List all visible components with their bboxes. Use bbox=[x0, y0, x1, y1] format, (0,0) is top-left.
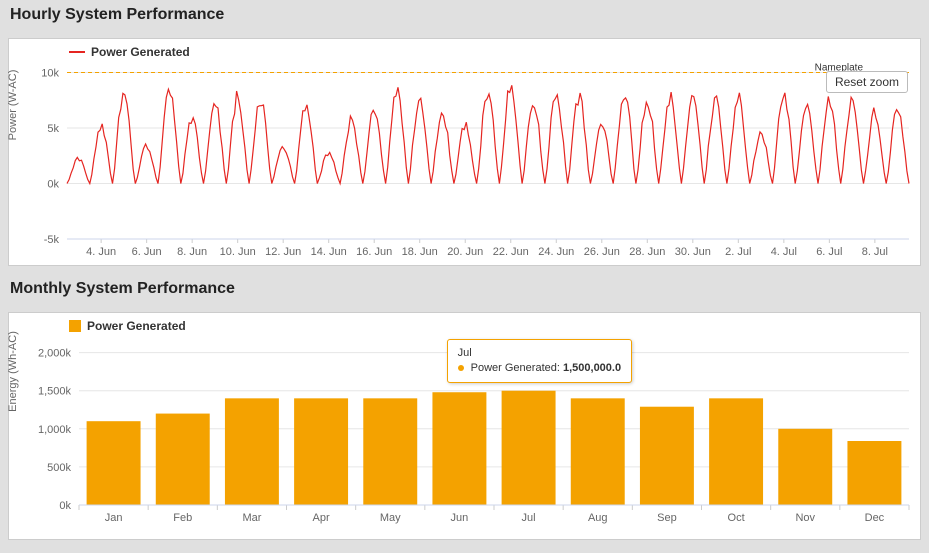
hourly-y-axis-label: Power (W-AC) bbox=[7, 70, 19, 141]
svg-text:30. Jun: 30. Jun bbox=[675, 246, 711, 258]
svg-text:Jan: Jan bbox=[105, 512, 123, 524]
svg-text:10. Jun: 10. Jun bbox=[220, 246, 256, 258]
legend-square-icon bbox=[69, 320, 81, 332]
svg-text:2,000k: 2,000k bbox=[38, 348, 72, 360]
svg-text:0k: 0k bbox=[47, 179, 59, 191]
svg-text:24. Jun: 24. Jun bbox=[538, 246, 574, 258]
svg-text:26. Jun: 26. Jun bbox=[584, 246, 620, 258]
svg-text:500k: 500k bbox=[47, 462, 71, 474]
svg-text:Feb: Feb bbox=[173, 512, 192, 524]
hourly-title: Hourly System Performance bbox=[0, 0, 929, 30]
hourly-legend-label: Power Generated bbox=[91, 45, 190, 59]
svg-text:22. Jun: 22. Jun bbox=[493, 246, 529, 258]
svg-text:8. Jul: 8. Jul bbox=[862, 246, 888, 258]
svg-text:14. Jun: 14. Jun bbox=[311, 246, 347, 258]
svg-text:Jun: Jun bbox=[451, 512, 469, 524]
svg-text:Sep: Sep bbox=[657, 512, 677, 524]
svg-text:Dec: Dec bbox=[865, 512, 885, 524]
svg-text:5k: 5k bbox=[47, 123, 59, 135]
svg-text:18. Jun: 18. Jun bbox=[402, 246, 438, 258]
monthly-title: Monthly System Performance bbox=[0, 274, 929, 304]
svg-text:Aug: Aug bbox=[588, 512, 608, 524]
svg-text:10k: 10k bbox=[41, 68, 59, 80]
legend-line-icon bbox=[69, 51, 85, 53]
svg-text:0k: 0k bbox=[59, 500, 71, 512]
svg-text:Nov: Nov bbox=[795, 512, 815, 524]
svg-text:28. Jun: 28. Jun bbox=[629, 246, 665, 258]
svg-text:May: May bbox=[380, 512, 401, 524]
hourly-chart: Power Generated Power (W-AC) Reset zoom … bbox=[9, 39, 920, 265]
monthly-chart: Power Generated Energy (Wh-AC) 0k 500k 1,0… bbox=[9, 313, 920, 539]
monthly-svg: 0k 500k 1,000k 1,500k 2,000k Jan Feb Mar Apr May J… bbox=[9, 335, 916, 539]
svg-text:16. Jun: 16. Jun bbox=[356, 246, 392, 258]
svg-text:1,500k: 1,500k bbox=[38, 386, 72, 398]
monthly-y-axis-label: Energy (Wh-AC) bbox=[7, 331, 19, 412]
svg-text:1,000k: 1,000k bbox=[38, 424, 72, 436]
svg-text:Mar: Mar bbox=[242, 512, 261, 524]
hourly-panel: Power Generated Power (W-AC) Reset zoom … bbox=[8, 38, 921, 266]
svg-text:Oct: Oct bbox=[728, 512, 745, 524]
monthly-legend[interactable]: Power Generated bbox=[9, 313, 920, 335]
svg-text:2. Jul: 2. Jul bbox=[725, 246, 751, 258]
svg-text:6. Jul: 6. Jul bbox=[816, 246, 842, 258]
svg-text:20. Jun: 20. Jun bbox=[447, 246, 483, 258]
svg-text:4. Jun: 4. Jun bbox=[86, 246, 116, 258]
monthly-legend-label: Power Generated bbox=[87, 319, 186, 333]
svg-text:4. Jul: 4. Jul bbox=[771, 246, 797, 258]
svg-text:8. Jun: 8. Jun bbox=[177, 246, 207, 258]
svg-text:12. Jun: 12. Jun bbox=[265, 246, 301, 258]
hourly-legend[interactable]: Power Generated bbox=[9, 39, 920, 61]
reset-zoom-button[interactable]: Reset zoom bbox=[826, 71, 908, 93]
svg-text:Apr: Apr bbox=[313, 512, 330, 524]
svg-text:Jul: Jul bbox=[522, 512, 536, 524]
svg-text:-5k: -5k bbox=[44, 234, 60, 246]
hourly-svg: -5k0k5k10kNameplate4. Jun6. Jun8. Jun10.… bbox=[9, 61, 916, 265]
svg-text:6. Jun: 6. Jun bbox=[132, 246, 162, 258]
monthly-panel: Power Generated Energy (Wh-AC) 0k 500k 1,0… bbox=[8, 312, 921, 540]
